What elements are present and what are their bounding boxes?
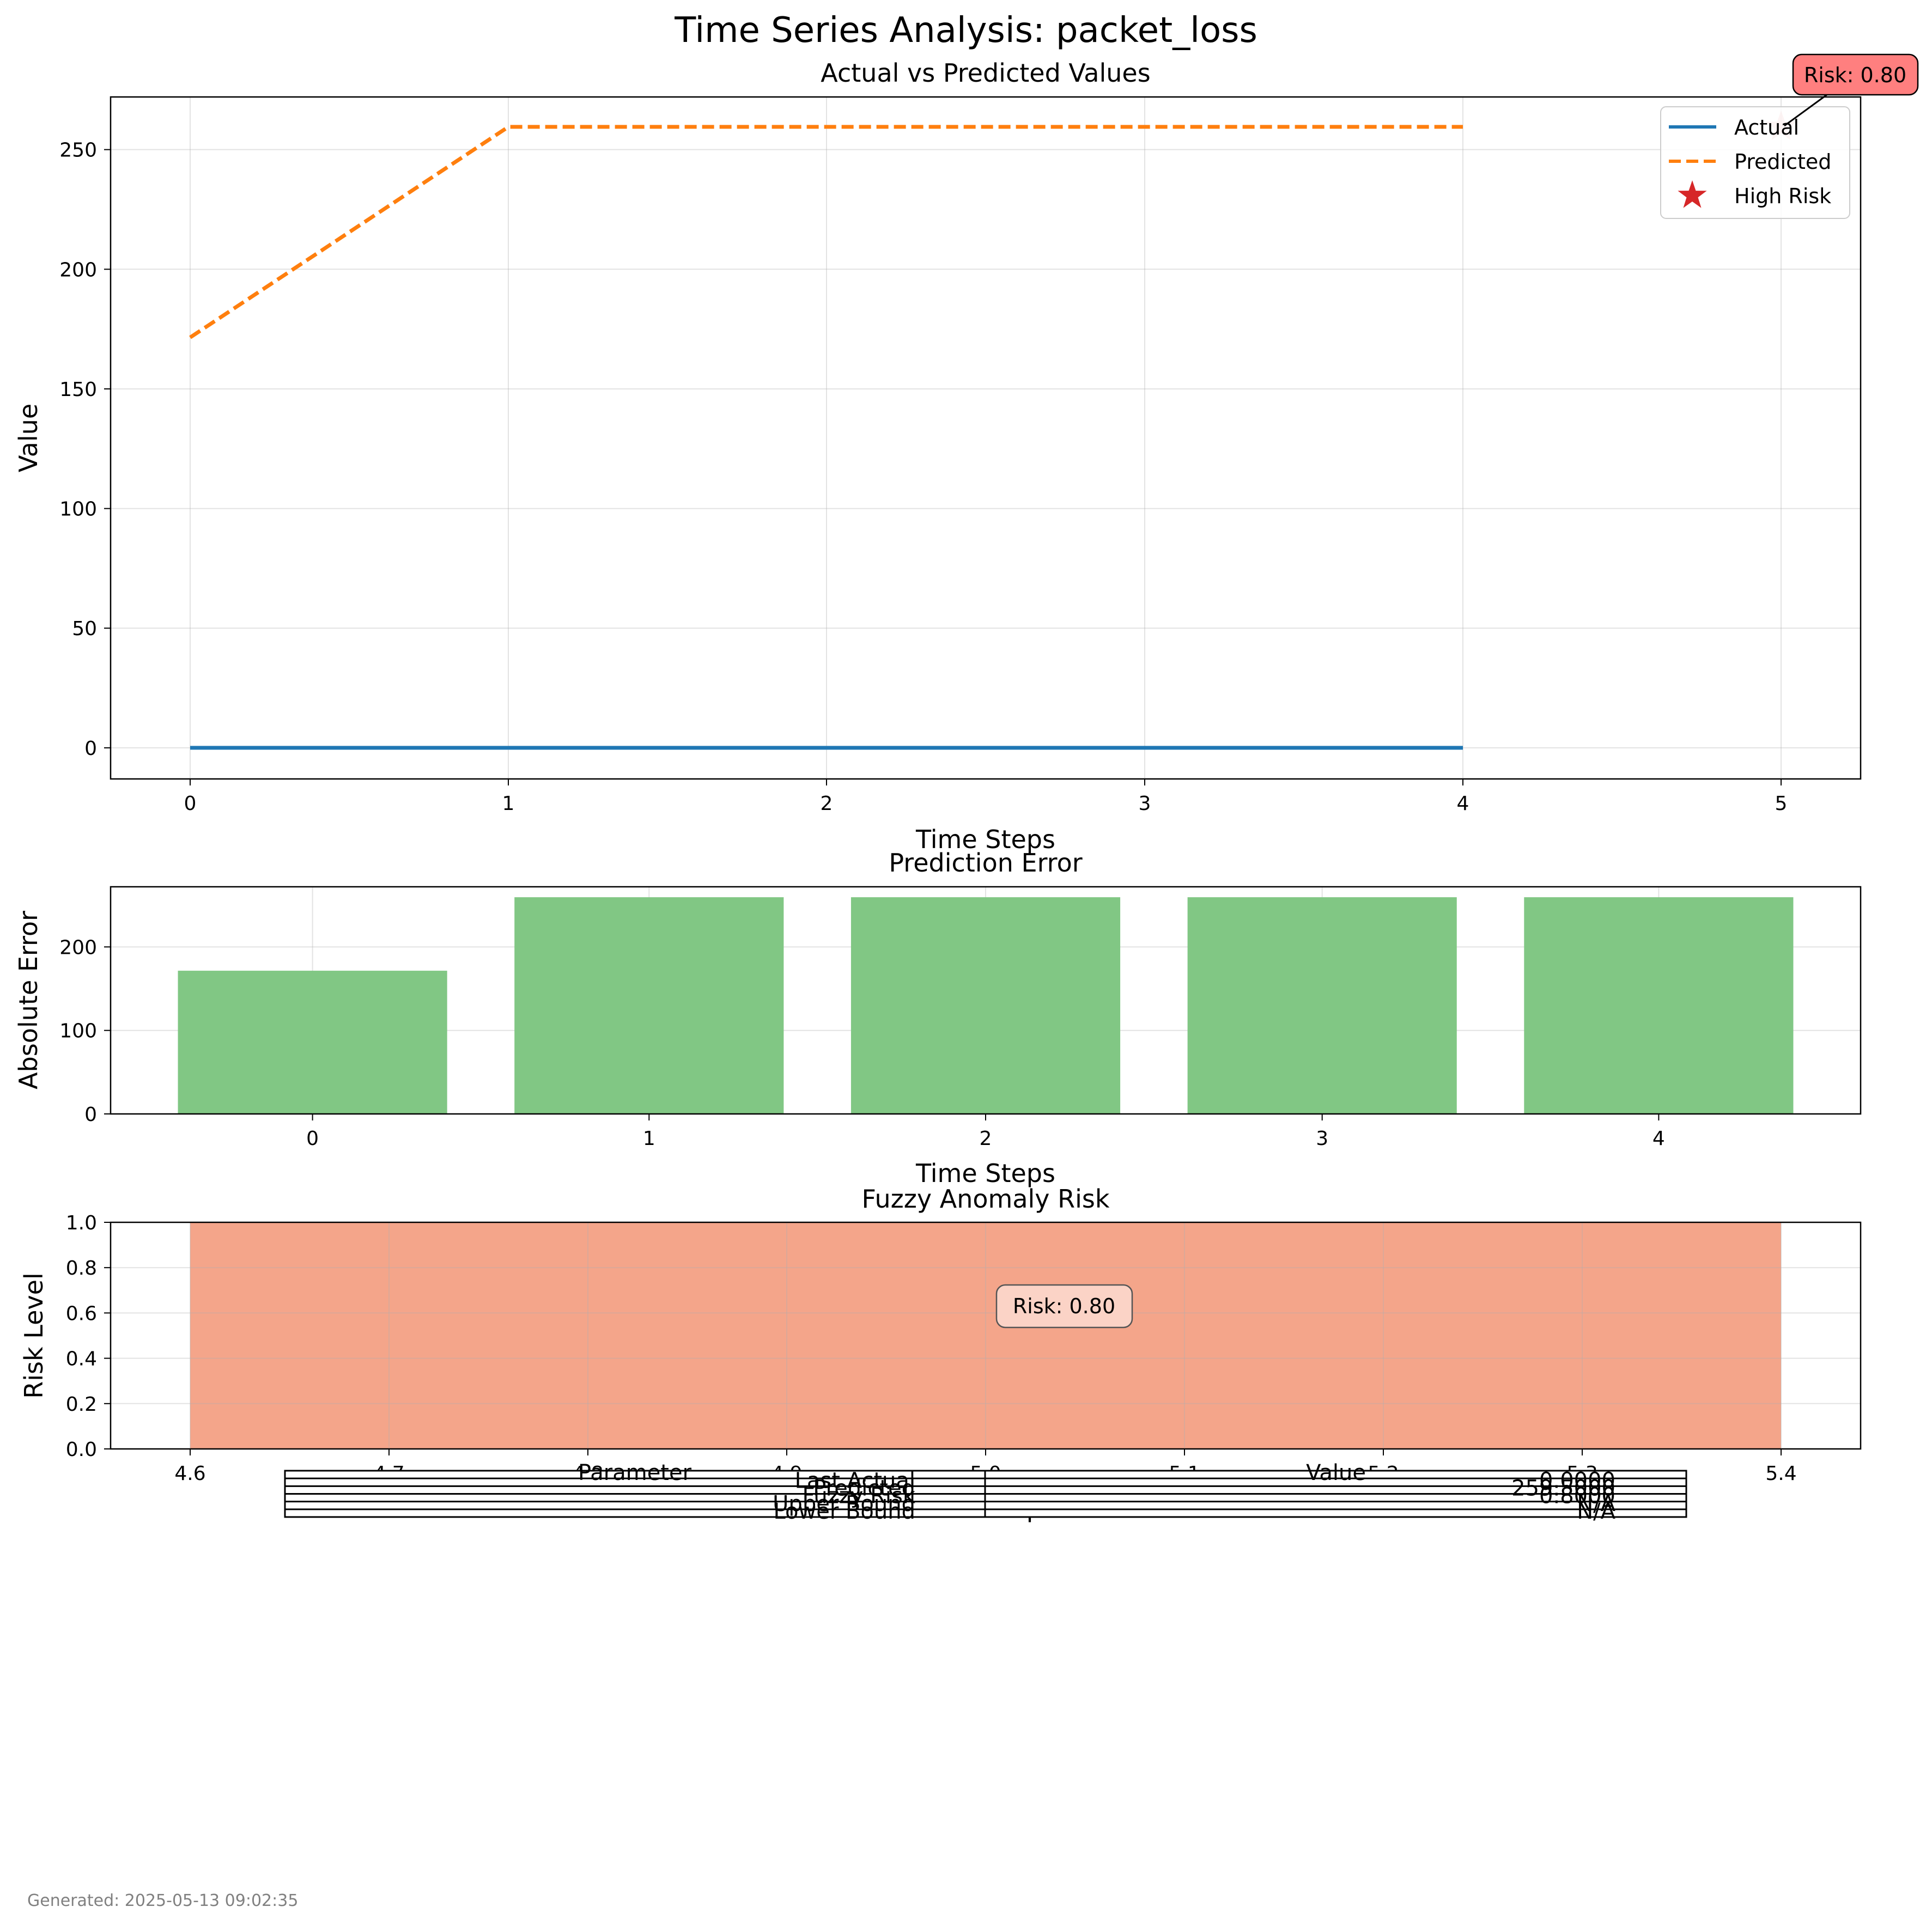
table-cell-value: 0.0000 [1539, 1468, 1615, 1493]
error-bar [1524, 897, 1794, 1114]
p3-ytick-label: 0.0 [66, 1439, 97, 1461]
p3-risk-annotation: Risk: 0.80 [995, 1284, 1133, 1329]
table-cell-parameter: Upper Bound [773, 1491, 915, 1516]
table-cell-value: 259.5000 [1511, 1476, 1615, 1501]
summary-table: Parameter Value Last Actual 0.0000 Predicted… [284, 1460, 1687, 1524]
table-cell-value: Value [1306, 1460, 1366, 1485]
legend-predicted-label: Predicted [1734, 150, 1831, 174]
table-cell-parameter: Lower Bound [773, 1499, 915, 1524]
p2-xtick-label: 3 [1316, 1128, 1328, 1150]
p1-xtick-label: 1 [502, 793, 515, 815]
risk-annotation-box [1792, 53, 1919, 96]
legend-actual-label: Actual [1734, 115, 1799, 139]
p2-ytick-label: 100 [59, 1020, 97, 1043]
error-bar [178, 971, 447, 1114]
p1-legend: Actual Predicted High Risk [1660, 106, 1850, 219]
p1-xlabel: Time Steps [915, 825, 1055, 854]
table-cell-value: N/A [1577, 1499, 1615, 1524]
figure-title: Time Series Analysis: packet_loss [674, 10, 1257, 51]
legend-high-risk-star [1678, 180, 1707, 208]
p1-ytick-label: 50 [72, 618, 97, 640]
p1-ytick-label: 200 [59, 259, 97, 281]
predicted-series-line [189, 125, 1463, 339]
p3-xtick-label: 4.6 [174, 1463, 205, 1485]
p1-risk-annotation: Risk: 0.80 [1784, 53, 1919, 127]
error-bar [514, 897, 784, 1114]
p3-title: Fuzzy Anomaly Risk [862, 1184, 1110, 1214]
generated-timestamp: Generated: 2025-05-13 09:02:35 [27, 1891, 299, 1910]
table-cell-parameter: Fuzzy Risk [803, 1484, 916, 1509]
p3-risk-box [995, 1284, 1133, 1329]
p1-ytick-label: 0 [84, 738, 97, 760]
p3-ytick-label: 0.6 [66, 1302, 97, 1325]
p3-risk-label: Risk: 0.80 [1013, 1294, 1115, 1318]
p2-xtick-label: 2 [980, 1128, 992, 1150]
p2-title: Prediction Error [889, 848, 1082, 878]
p3-ytick-label: 0.4 [66, 1348, 97, 1370]
legend-box [1660, 106, 1850, 219]
table-cell-value: N/A [1577, 1491, 1615, 1516]
p2-ytick-label: 200 [59, 936, 97, 959]
p2-ylabel: Absolute Error [14, 911, 43, 1089]
error-bar [850, 897, 1121, 1114]
p1-grid [111, 97, 1861, 779]
p2-xlabel: Time Steps [915, 1159, 1055, 1188]
p2-xtick-label: 0 [306, 1128, 319, 1150]
p3-ylabel: Risk Level [19, 1272, 48, 1398]
p1-ytick-label: 250 [59, 139, 97, 162]
p2-ytick-label: 0 [84, 1104, 97, 1126]
table-cell-value: 0.8000 [1539, 1484, 1615, 1509]
p1-xtick-label: 2 [821, 793, 833, 815]
p1-ytick-label: 150 [59, 379, 97, 401]
p3-ytick-label: 1.0 [66, 1212, 97, 1234]
risk-fill-area [190, 1222, 1781, 1449]
p2-ticks: 0 1 2 3 4 0 100 200 [59, 936, 1665, 1150]
p1-xtick-label: 0 [184, 793, 197, 815]
p1-ytick-label: 100 [59, 498, 97, 521]
risk-annotation-arrow [1784, 94, 1827, 127]
p2-plot [178, 897, 1794, 1114]
p1-ylabel: Value [14, 404, 43, 472]
error-bar [1187, 897, 1457, 1114]
p2-xtick-label: 1 [643, 1128, 655, 1150]
p3-ytick-label: 0.8 [66, 1257, 97, 1280]
p1-axes-frame [110, 96, 1862, 780]
table-cell-parameter: Parameter [578, 1460, 692, 1485]
risk-annotation-label: Risk: 0.80 [1804, 63, 1906, 87]
p3-ytick-label: 0.2 [66, 1393, 97, 1416]
p3-plot [190, 1222, 1781, 1449]
p1-xtick-label: 5 [1775, 793, 1788, 815]
prediction-error-chart: 0 1 2 3 4 0 100 200 Prediction Error Time Steps… [14, 848, 1862, 1188]
table-cell-parameter: Last Actual [795, 1468, 915, 1493]
p2-xtick-label: 4 [1652, 1128, 1665, 1150]
table-cell-parameter: Predicted [813, 1476, 915, 1501]
p1-xtick-label: 3 [1139, 793, 1151, 815]
p1-title: Actual vs Predicted Values [821, 58, 1150, 88]
p3-xtick-label: 5.4 [1765, 1463, 1796, 1485]
legend-high-risk-label: High Risk [1734, 184, 1831, 208]
p1-xtick-label: 4 [1457, 793, 1469, 815]
